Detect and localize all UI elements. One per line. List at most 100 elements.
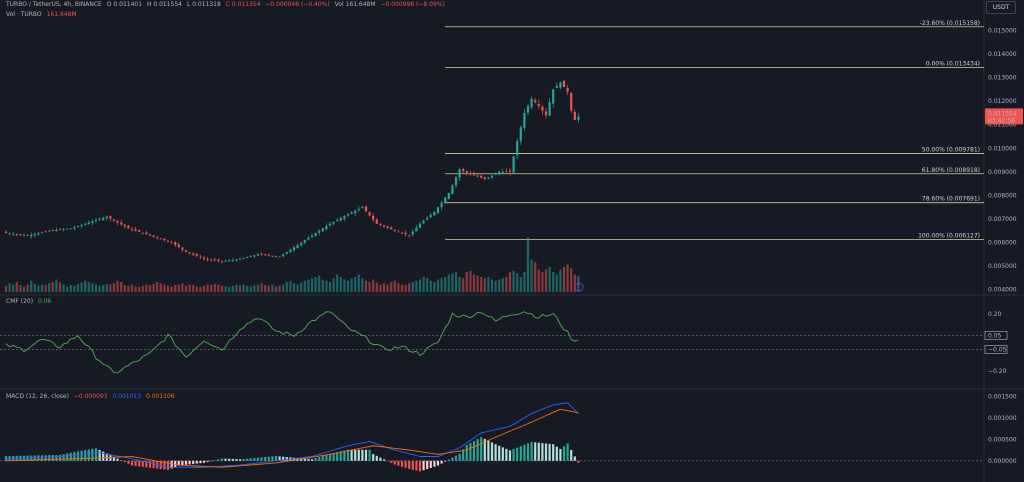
candle-body-110 (400, 232, 404, 234)
macd-histogram-bar-41 (152, 460, 155, 469)
macd-histogram-bar-107 (390, 460, 393, 463)
volume-legend[interactable]: Vol · TURBO 161.648M (6, 11, 80, 18)
ohlc-change: −0.000046 (−0.40%) (265, 1, 330, 8)
macd-histogram-bar-118 (429, 460, 432, 468)
volume-bar-111 (404, 285, 407, 292)
volume-bar-146 (530, 259, 533, 292)
macd-histogram-bar-66 (242, 458, 245, 461)
volume-bar-109 (397, 283, 400, 292)
volume-bar-139 (505, 277, 508, 292)
candle-body-22 (84, 223, 87, 225)
candle-body-70 (256, 254, 260, 256)
price-tick-1: 0.014000 (988, 51, 1017, 58)
symbol-legend[interactable]: TURBO / TetherUS, 4h, BINANCE O 0.011401… (6, 1, 448, 8)
macd-histogram-bar-122 (444, 460, 447, 462)
candle-body-68 (249, 256, 252, 257)
volume-bar-57 (210, 285, 213, 292)
candle-body-42 (156, 237, 159, 238)
macd-histogram-bar-19 (73, 452, 76, 461)
macd-histogram-bar-84 (307, 458, 310, 461)
candle-body-94 (343, 216, 346, 219)
candle-body-24 (91, 221, 94, 223)
cmf-marker-1: −0.05 (988, 347, 1007, 354)
macd-histogram-bar-14 (55, 454, 58, 461)
volume-bar-48 (177, 284, 180, 292)
volume-bar-151 (548, 267, 551, 292)
volume-bar-40 (148, 285, 152, 292)
volume-bar-21 (80, 282, 83, 292)
volume-bar-94 (343, 279, 346, 292)
candle-body-159 (577, 116, 580, 120)
candle-body-77 (282, 254, 285, 257)
volume-bar-144 (523, 272, 526, 292)
candle-body-76 (278, 256, 281, 258)
macd-hist-value: −0.000093 (73, 393, 108, 400)
macd-histogram-bar-16 (62, 454, 65, 461)
candle-body-133 (483, 177, 486, 179)
volume-bar-67 (246, 285, 249, 292)
volume-bar-27 (102, 285, 105, 292)
volume-bar-51 (188, 284, 191, 292)
volume-bar-17 (66, 286, 69, 292)
volume-bar-106 (386, 284, 389, 292)
fib-level-label-2: 50.00% (0.009781) (922, 146, 980, 153)
cmf-tick-1: −0.20 (988, 368, 1007, 375)
symbol-title[interactable]: TURBO / TetherUS, 4h, BINANCE (6, 1, 102, 8)
volume-bar-91 (332, 278, 335, 292)
price-axis[interactable]: 0.015000 0.014000 0.013000 0.012000 0.011000… (574, 27, 1023, 294)
volume-bar-64 (235, 285, 238, 292)
volume-bar-9 (37, 285, 40, 292)
volume-bar-159 (577, 275, 580, 292)
volume-bar-87 (318, 275, 321, 292)
fib-level-label-0: -23.60% (0.015158) (920, 20, 980, 27)
candle-body-2 (12, 233, 15, 235)
macd-histogram-bar-78 (285, 457, 288, 461)
macd-histogram-bar-25 (94, 448, 98, 461)
candle-body-144 (523, 112, 526, 129)
macd-histogram-bar-47 (174, 460, 177, 467)
macd-histogram-bar-99 (361, 449, 364, 461)
candle-body-73 (267, 255, 270, 257)
macd-histogram-bar-144 (523, 444, 526, 461)
currency-button[interactable]: USDT (986, 1, 1016, 14)
volume-bar-105 (382, 283, 386, 292)
volume-bar-101 (368, 282, 371, 292)
macd-histogram-bar-76 (278, 456, 281, 461)
event-marker-icon[interactable] (574, 282, 584, 292)
volume-bar-158 (573, 274, 576, 292)
candle-body-86 (314, 233, 317, 237)
macd-histogram-bar-80 (292, 457, 296, 461)
fib-level-label-4: 78.60% (0.007691) (922, 196, 980, 203)
volume-bar-98 (357, 274, 360, 292)
macd-histogram-bar-109 (397, 460, 400, 466)
macd-legend[interactable]: MACD (12, 26, close) −0.000093 0.001013 … (6, 393, 178, 400)
volume-bar-118 (429, 280, 432, 292)
candle-body-3 (15, 234, 18, 235)
candle-body-136 (494, 173, 497, 175)
candle-body-11 (44, 231, 47, 233)
volume-bar-154 (559, 269, 562, 292)
volume-bar-3 (15, 282, 18, 292)
candle-body-57 (210, 259, 213, 261)
candle-body-101 (368, 211, 371, 216)
cmf-legend[interactable]: CMF (20) 0.06 (6, 298, 54, 305)
volume-bar-34 (127, 285, 130, 292)
candle-body-34 (127, 225, 130, 229)
macd-histogram-bar-114 (415, 460, 418, 471)
macd-histogram-bar-52 (192, 460, 195, 464)
volume-bar-127 (462, 278, 465, 292)
candle-body-1 (8, 233, 11, 235)
bar-countdown: 03:42:58 (988, 117, 1015, 124)
candle-body-60 (220, 260, 224, 262)
fibonacci-retracement[interactable]: -23.60% (0.015158) 0.00% (0.013434) 50.00%… (445, 20, 984, 240)
price-tick-0: 0.015000 (988, 27, 1017, 34)
candle-body-129 (469, 173, 472, 175)
candle-body-139 (505, 171, 508, 173)
candle-body-33 (123, 224, 126, 227)
macd-histogram-bar-34 (127, 460, 130, 464)
candle-body-37 (138, 230, 141, 232)
volume-bar-22 (84, 280, 87, 292)
last-price-tag[interactable] (985, 108, 1023, 125)
